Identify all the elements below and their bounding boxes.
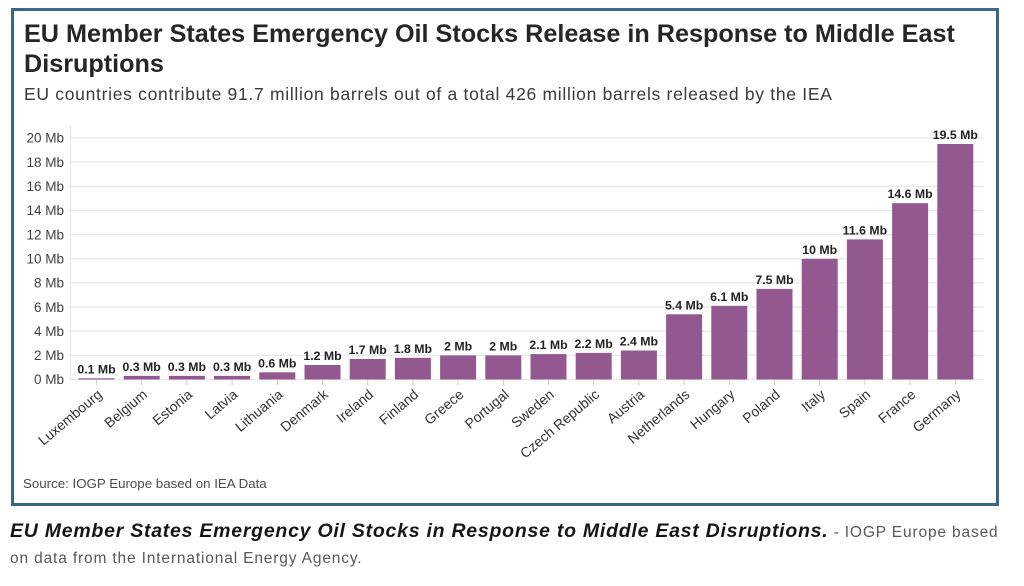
svg-text:18 Mb: 18 Mb	[26, 155, 64, 170]
svg-text:0.6 Mb: 0.6 Mb	[258, 356, 296, 370]
svg-text:2.4 Mb: 2.4 Mb	[620, 335, 658, 349]
svg-text:11.6 Mb: 11.6 Mb	[843, 223, 887, 237]
svg-text:Spain: Spain	[836, 386, 874, 421]
svg-text:2.2 Mb: 2.2 Mb	[575, 337, 613, 351]
svg-text:2 Mb: 2 Mb	[444, 339, 472, 353]
svg-text:14.6 Mb: 14.6 Mb	[888, 187, 933, 201]
svg-text:1.7 Mb: 1.7 Mb	[349, 343, 387, 357]
svg-text:10 Mb: 10 Mb	[802, 243, 837, 257]
svg-text:2.1 Mb: 2.1 Mb	[529, 338, 567, 352]
svg-text:Latvia: Latvia	[202, 386, 241, 422]
svg-text:Poland: Poland	[739, 386, 783, 426]
svg-text:Germany: Germany	[909, 386, 963, 435]
svg-text:Belgium: Belgium	[101, 386, 150, 431]
svg-text:14 Mb: 14 Mb	[26, 203, 64, 218]
svg-text:19.5 Mb: 19.5 Mb	[933, 128, 978, 142]
svg-text:0.3 Mb: 0.3 Mb	[123, 360, 161, 374]
svg-text:0 Mb: 0 Mb	[34, 372, 64, 387]
svg-text:0.1 Mb: 0.1 Mb	[77, 362, 115, 376]
svg-text:20 Mb: 20 Mb	[26, 131, 64, 146]
svg-text:Italy: Italy	[798, 386, 828, 415]
svg-text:Portugal: Portugal	[461, 386, 511, 432]
svg-text:16 Mb: 16 Mb	[26, 179, 64, 194]
svg-text:0.3 Mb: 0.3 Mb	[168, 360, 206, 374]
svg-text:8 Mb: 8 Mb	[34, 276, 64, 291]
svg-text:12 Mb: 12 Mb	[26, 227, 64, 242]
svg-text:Czech Republic: Czech Republic	[517, 386, 602, 461]
svg-text:1.8 Mb: 1.8 Mb	[394, 342, 432, 356]
svg-text:Hungary: Hungary	[687, 386, 738, 432]
svg-text:Lithuania: Lithuania	[232, 386, 286, 435]
svg-text:2 Mb: 2 Mb	[489, 339, 517, 353]
svg-text:Greece: Greece	[421, 386, 467, 428]
svg-text:Denmark: Denmark	[277, 385, 332, 434]
svg-text:6 Mb: 6 Mb	[34, 300, 64, 315]
svg-text:1.2 Mb: 1.2 Mb	[303, 349, 341, 363]
svg-text:4 Mb: 4 Mb	[34, 324, 64, 339]
svg-text:0.3 Mb: 0.3 Mb	[213, 360, 251, 374]
svg-text:Luxembourg: Luxembourg	[35, 386, 105, 448]
svg-text:7.5 Mb: 7.5 Mb	[755, 273, 793, 287]
svg-text:Estonia: Estonia	[149, 386, 195, 428]
svg-text:5.4 Mb: 5.4 Mb	[665, 298, 703, 312]
svg-text:2 Mb: 2 Mb	[34, 348, 64, 363]
svg-text:Ireland: Ireland	[333, 386, 376, 426]
svg-text:6.1 Mb: 6.1 Mb	[710, 290, 748, 304]
svg-text:Finland: Finland	[376, 386, 421, 428]
svg-text:10 Mb: 10 Mb	[26, 251, 64, 266]
